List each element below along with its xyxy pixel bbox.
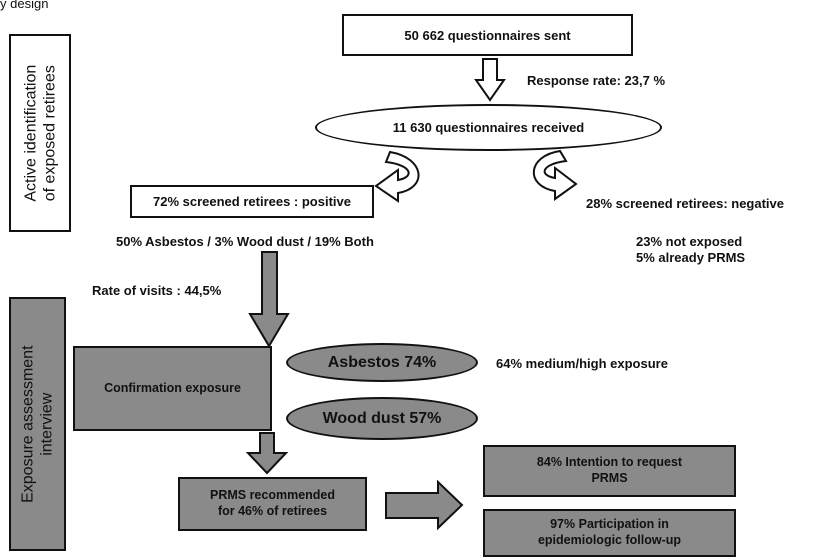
visit-rate-label: Rate of visits : 44,5% — [92, 283, 222, 298]
asbestos-note-label: 64% medium/high exposure — [496, 356, 668, 371]
side-label-exposure-assessment: Exposure assessment interview — [9, 297, 66, 551]
curved-arrow-left-icon — [374, 150, 420, 203]
arrow-down-filled-icon — [248, 251, 290, 348]
screened-positive-box: 72% screened retirees : positive — [130, 185, 374, 218]
screened-negative-label: 28% screened retirees: negative — [586, 196, 784, 211]
arrow-right-filled-icon — [385, 479, 464, 531]
intention-box: 84% Intention to request PRMS — [483, 445, 736, 497]
not-exposed-label: 23% not exposed — [636, 234, 743, 249]
asbestos-ellipse: Asbestos 74% — [286, 343, 478, 382]
arrow-down-filled-icon — [245, 432, 289, 475]
header-fragment: y design — [0, 0, 49, 11]
response-rate-label: Response rate: 23,7 % — [527, 73, 666, 88]
prms-line1: PRMS recommended — [209, 488, 336, 503]
participation-line1: 97% Participation in — [550, 517, 669, 531]
already-prms-label: 5% already PRMS — [636, 250, 746, 265]
intention-line2: PRMS — [591, 471, 628, 485]
confirmation-exposure-box: Confirmation exposure — [73, 346, 272, 431]
prms-line2: for 46% of retirees — [217, 504, 328, 518]
positive-breakdown-label: 50% Asbestos / 3% Wood dust / 19% Both — [116, 234, 374, 249]
arrow-down-outline-icon — [474, 58, 506, 102]
intention-line1: 84% Intention to request — [536, 455, 683, 470]
questionnaires-received-ellipse: 11 630 questionnaires received — [315, 104, 662, 151]
side-label-active-identification: Active identification of exposed retiree… — [9, 34, 71, 232]
participation-line2: epidemiologic follow-up — [537, 532, 682, 547]
participation-box: 97% Participation in epidemiologic follo… — [483, 509, 736, 557]
prms-recommended-box: PRMS recommended for 46% of retirees — [178, 477, 367, 531]
questionnaires-sent-box: 50 662 questionnaires sent — [342, 14, 633, 56]
wood-dust-ellipse: Wood dust 57% — [286, 397, 478, 440]
curved-arrow-right-icon — [532, 149, 578, 201]
